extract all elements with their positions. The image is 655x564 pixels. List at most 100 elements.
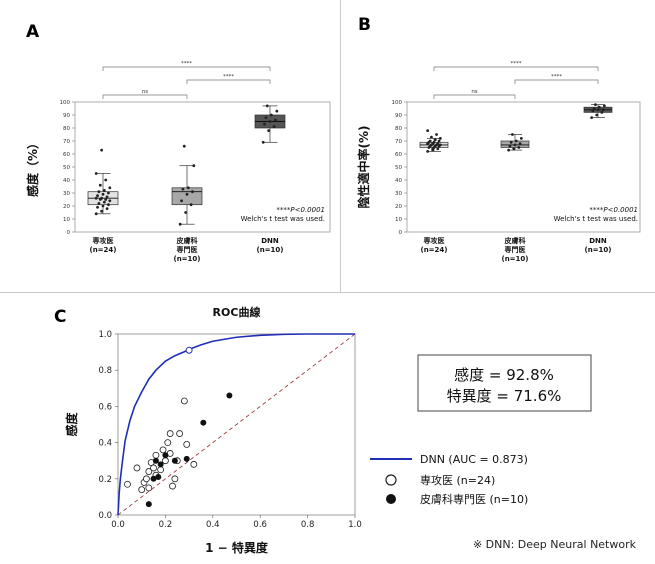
data-point — [426, 150, 430, 153]
data-point — [267, 129, 271, 133]
y-tick-label: 0.2 — [98, 475, 112, 485]
data-point — [590, 116, 594, 119]
data-point — [261, 140, 265, 144]
test-note: Welch's t test was used. — [554, 215, 638, 223]
dermatologist-point — [183, 455, 190, 462]
data-point — [108, 186, 112, 190]
data-point — [105, 207, 109, 211]
group-label: DNN — [261, 237, 279, 245]
data-point — [596, 108, 600, 112]
resident-point — [124, 480, 131, 488]
chart-b-npv-boxplot: 0 10 20 30 40 50 60 70 80 90 100 陰性適中率(%) 専攻医(n=24) 皮… — [356, 61, 641, 263]
significance-bracket — [186, 79, 271, 84]
data-point — [100, 148, 104, 152]
y-tick-label: 1.0 — [98, 330, 112, 340]
legend-dermatologist-label: 皮膚科専門医 (n=10) — [420, 492, 528, 506]
data-point — [186, 186, 190, 190]
data-point — [517, 146, 521, 149]
data-point — [94, 172, 98, 175]
data-point — [594, 103, 597, 106]
resident-point — [164, 439, 172, 447]
chart-c-roc-curve: ROC曲線 0.0 0.2 0.4 0.6 0.8 1.0 0.0 0.2 0.4 0.6 0.8 1.… — [64, 305, 637, 555]
group-label: 専門医 — [505, 245, 526, 254]
data-point — [180, 199, 183, 203]
significance-bracket — [433, 94, 516, 99]
dermatologist-point — [162, 452, 169, 459]
significance-label: **** — [223, 74, 234, 80]
data-point — [430, 135, 433, 139]
data-point — [432, 140, 436, 144]
resident-point — [159, 446, 167, 454]
data-point — [272, 125, 276, 129]
resident-point — [152, 451, 160, 459]
data-point — [101, 204, 105, 208]
resident-point — [145, 484, 153, 492]
box — [171, 187, 203, 206]
x-tick-label: 0.4 — [206, 520, 220, 530]
group-label: (n=10) — [585, 246, 612, 254]
resident-point — [133, 464, 141, 472]
p-value-note: ****P<0.0001 — [589, 206, 638, 214]
data-point — [602, 104, 606, 108]
data-point — [597, 105, 601, 109]
significance-label: ns — [142, 89, 148, 95]
data-point — [426, 129, 430, 133]
y-tick-label: 40 — [63, 178, 70, 184]
data-point — [178, 222, 182, 226]
resident-point — [180, 397, 188, 405]
data-point — [268, 120, 272, 123]
dermatologist-point — [155, 473, 162, 480]
dnn-operating-point — [185, 346, 193, 354]
data-point — [512, 147, 516, 151]
data-point — [105, 195, 109, 199]
y-tick-label: 80 — [63, 126, 70, 132]
significance-bracket — [102, 94, 188, 99]
data-point — [433, 138, 437, 142]
panel-letter-a: A — [26, 22, 40, 42]
y-tick-label: 0.8 — [98, 366, 112, 376]
metrics-sensitivity: 感度 = 92.8% — [454, 366, 554, 384]
data-point — [191, 190, 194, 194]
p-value-note: ****P<0.0001 — [276, 206, 325, 214]
dermatologist-point — [157, 461, 164, 468]
panel-letter-b: B — [358, 15, 371, 35]
group-label: (n=24) — [421, 246, 448, 254]
data-point — [184, 211, 188, 214]
y-tick-label: 30 — [63, 191, 70, 197]
data-point — [435, 133, 438, 136]
y-tick-label: 0 — [67, 230, 71, 236]
data-point — [189, 203, 193, 207]
data-point — [104, 198, 108, 201]
data-point — [264, 116, 268, 119]
significance-bracket — [102, 66, 271, 71]
resident-point — [190, 460, 198, 468]
y-tick-label: 70 — [63, 139, 70, 145]
y-tick-label: 70 — [395, 139, 402, 145]
dermatologist-point — [226, 392, 233, 399]
y-axis-label: 感度（%） — [25, 137, 40, 197]
data-point — [436, 142, 440, 146]
data-point — [438, 137, 442, 140]
data-point — [108, 199, 112, 203]
y-tick-label: 0 — [399, 230, 403, 236]
y-tick-label: 0.0 — [98, 511, 112, 521]
dermatologist-point — [145, 501, 152, 508]
resident-point — [169, 482, 176, 490]
data-point — [100, 209, 104, 213]
y-tick-label: 60 — [395, 152, 402, 158]
data-point — [102, 189, 106, 192]
significance-label: ns — [471, 89, 477, 95]
data-point — [601, 108, 605, 112]
data-point — [507, 148, 511, 152]
metrics-specificity: 特異度 = 71.6% — [447, 387, 562, 405]
resident-point — [183, 441, 191, 448]
resident-point — [171, 475, 179, 483]
data-point — [181, 187, 185, 191]
data-point — [96, 205, 99, 209]
y-tick-label: 100 — [392, 100, 403, 106]
data-point — [591, 109, 595, 113]
resident-point — [157, 466, 165, 474]
y-tick-label: 20 — [395, 204, 402, 210]
dermatologist-point — [200, 419, 207, 426]
